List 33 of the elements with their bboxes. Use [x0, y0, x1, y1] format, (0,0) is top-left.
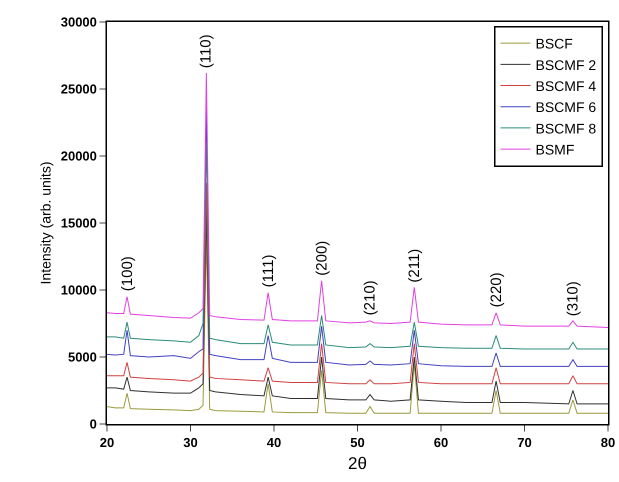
x-tick-label: 40: [266, 435, 282, 450]
x-tick-label: 30: [183, 435, 198, 450]
annotation: (211): [406, 248, 423, 283]
annotation: (111): [260, 254, 277, 288]
x-tick-label: 80: [600, 435, 616, 450]
legend-label: BSCMF 6: [535, 99, 596, 116]
legend-label: BSCF: [535, 36, 573, 52]
annotation: (100): [118, 256, 136, 292]
y-axis-title: Intensity (arb. units): [38, 162, 54, 284]
annotation: (310): [564, 281, 582, 316]
annotation: (110): [197, 34, 214, 68]
legend-label: BSCMF 8: [535, 120, 596, 136]
y-tick-label: 25000: [60, 82, 97, 97]
line-series: [107, 72, 608, 328]
y-tick-label: 20000: [60, 148, 97, 164]
annotation: (220): [488, 272, 505, 308]
y-tick-label: 15000: [60, 216, 97, 231]
x-tick-label: 20: [100, 435, 114, 450]
x-axis-title: 2θ: [348, 454, 367, 474]
legend-label: BSCMF 4: [535, 78, 596, 94]
y-tick-label: 5000: [68, 350, 97, 365]
x-tick-label: 60: [434, 435, 448, 450]
legend-label: BSCMF 2: [535, 56, 596, 73]
x-tick-label: 70: [517, 435, 532, 450]
annotation: (210): [362, 280, 379, 316]
x-tick-label: 50: [350, 435, 365, 450]
line-series: [107, 142, 608, 350]
y-tick-label: 0: [90, 416, 97, 432]
line-series: [107, 182, 608, 384]
y-tick-label: 30000: [60, 14, 97, 30]
legend-label: BSMF: [535, 142, 574, 158]
annotation: (200): [313, 240, 330, 276]
y-tick-label: 10000: [60, 282, 97, 298]
